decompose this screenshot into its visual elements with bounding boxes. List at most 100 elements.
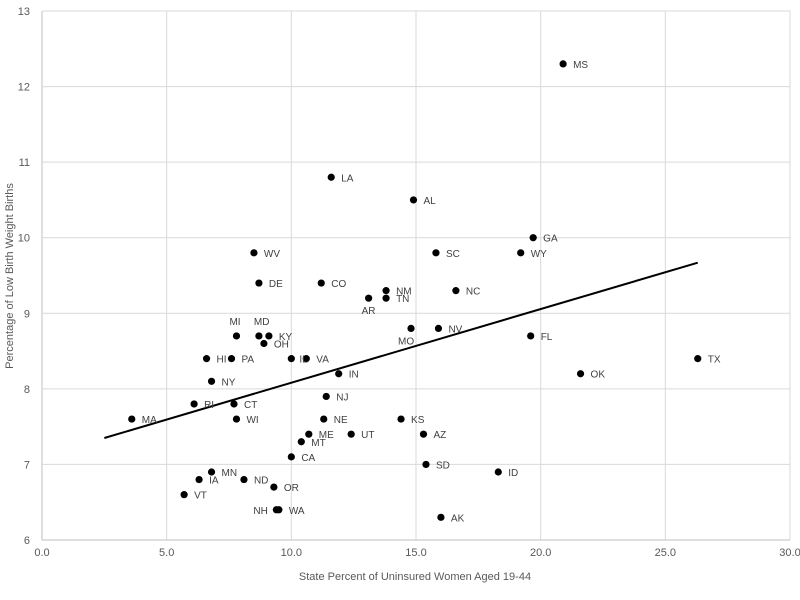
point-label-wi: WI [246, 415, 258, 426]
y-tick-label: 6 [24, 535, 30, 547]
point-label-ky: KY [279, 332, 293, 343]
data-point-nc [452, 287, 460, 295]
point-label-ak: AK [451, 513, 465, 524]
point-label-az: AZ [433, 430, 446, 441]
point-label-fl: FL [541, 332, 553, 343]
data-point-mi [232, 332, 241, 340]
data-point-nv [434, 324, 443, 332]
point-label-il: IL [299, 355, 308, 366]
point-label-sc: SC [446, 249, 460, 260]
data-point-de [255, 279, 263, 287]
point-label-ks: KS [411, 415, 425, 426]
point-label-me: ME [319, 430, 334, 441]
point-label-nc: NC [466, 287, 480, 298]
data-point-ia [195, 475, 203, 484]
point-label-ar: AR [362, 306, 376, 317]
data-point-wy [517, 249, 525, 257]
y-tick-label: 12 [18, 82, 30, 94]
data-point-vt [180, 491, 188, 499]
point-label-ga: GA [543, 234, 558, 245]
data-point-ok [576, 370, 585, 378]
point-label-ne: NE [334, 415, 348, 426]
y-tick-label: 7 [24, 459, 30, 471]
data-point-va [302, 355, 310, 363]
data-point-fl [527, 332, 535, 340]
point-label-ut: UT [361, 430, 374, 441]
trendline [104, 261, 699, 439]
point-label-ct: CT [244, 400, 257, 411]
point-label-oh: OH [274, 340, 289, 351]
point-label-de: DE [269, 279, 283, 290]
x-axis-title: State Percent of Uninsured Women Aged 19… [299, 571, 531, 583]
data-point-ny [207, 377, 216, 385]
data-point-ak [437, 513, 445, 521]
point-label-al: AL [424, 196, 437, 207]
point-label-sd: SD [436, 460, 450, 471]
point-labels: MS LA AL GA WV SC WY DE CO NM NC AR TN MO NV FL MI MD KYOH… [142, 60, 721, 524]
point-label-tx: TX [708, 355, 721, 366]
x-tick-label: 10.0 [281, 547, 302, 559]
point-label-pa: PA [241, 355, 254, 366]
data-point-ne [320, 415, 328, 423]
data-point-az [419, 430, 428, 438]
point-label-vt: VT [194, 491, 207, 502]
data-point-sd [422, 460, 430, 469]
data-point-mt [297, 438, 305, 446]
point-label-ri: RI [204, 400, 214, 411]
data-point-al [409, 196, 418, 204]
data-point-ky [265, 332, 273, 340]
x-tick-label: 30.0 [779, 547, 800, 559]
data-point-wv [250, 249, 258, 257]
point-label-wv: WV [264, 249, 280, 260]
point-label-ia: IA [209, 476, 219, 487]
data-point-mo [407, 324, 415, 332]
x-tick-label: 0.0 [34, 547, 49, 559]
point-label-mo: MO [398, 336, 414, 347]
point-label-va: VA [316, 355, 329, 366]
data-point-md [255, 332, 263, 340]
data-point-ri [190, 400, 198, 408]
point-label-ny: NY [222, 377, 236, 388]
point-label-nd: ND [254, 476, 268, 487]
data-point-nm [382, 287, 390, 295]
data-point-hi [202, 355, 211, 363]
data-point-pa [227, 355, 236, 363]
point-label-in: IN [349, 370, 359, 381]
y-axis-title: Percentage of Low Birth Weight Births [4, 183, 16, 369]
point-label-co: CO [331, 279, 346, 290]
data-point-in [335, 370, 343, 378]
data-point-il [287, 355, 295, 363]
point-label-mi: MI [229, 317, 240, 328]
data-point-wi [232, 415, 241, 423]
point-label-mt: MT [311, 438, 325, 449]
data-point-ct [230, 400, 238, 408]
y-tick-label: 10 [18, 233, 30, 245]
point-label-md: MD [254, 317, 270, 328]
data-points [128, 60, 702, 521]
point-label-ok: OK [591, 370, 606, 381]
point-label-id: ID [508, 468, 518, 479]
point-label-hi: HI [217, 355, 227, 366]
point-label-nh: NH [253, 506, 267, 517]
data-point-oh [260, 339, 268, 348]
data-point-ut [347, 430, 355, 438]
data-point-ca [287, 453, 295, 461]
gridlines [41, 10, 791, 541]
data-point-ga [529, 234, 537, 242]
data-point-ms [559, 60, 567, 68]
data-point-co [317, 279, 325, 287]
point-label-tn: TN [396, 294, 409, 305]
y-tick-label: 9 [24, 308, 30, 320]
point-label-la: LA [341, 173, 354, 184]
point-label-nm: NM [396, 287, 412, 298]
y-tick-label: 13 [18, 6, 30, 18]
data-point-me [305, 430, 313, 438]
data-point-id [494, 468, 502, 476]
data-point-nd [240, 475, 248, 484]
point-label-ca: CA [301, 453, 315, 464]
data-point-ks [397, 415, 405, 423]
point-label-wa: WA [289, 506, 305, 517]
y-tick-label: 8 [24, 384, 30, 396]
